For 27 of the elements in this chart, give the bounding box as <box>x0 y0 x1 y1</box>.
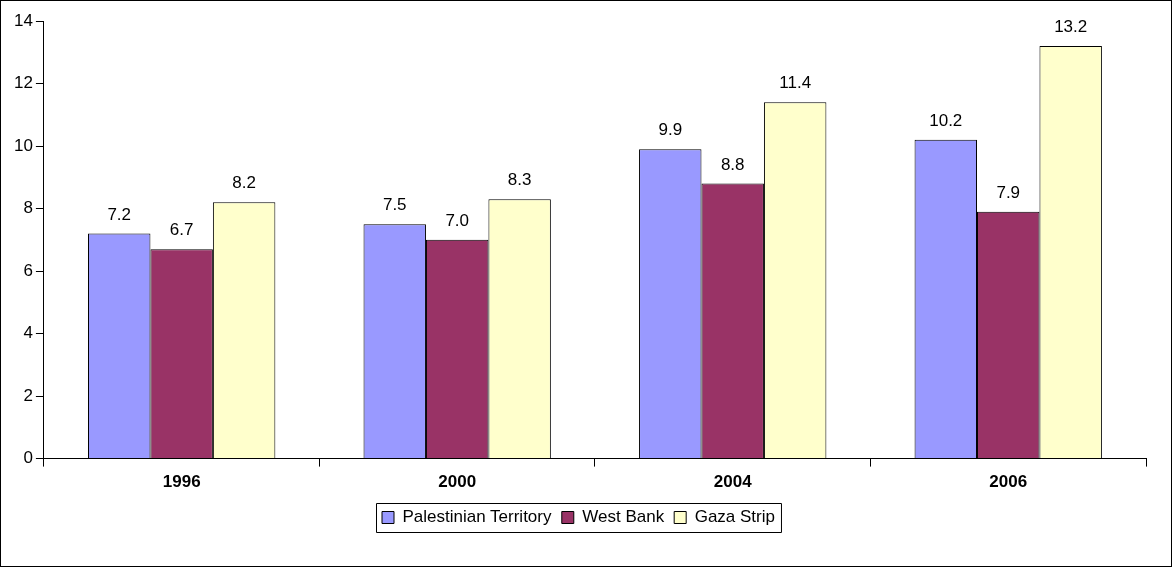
data-label: 13.2 <box>1054 17 1088 37</box>
x-tick-label: 2000 <box>438 472 477 492</box>
legend-label: Gaza Strip <box>694 507 775 527</box>
y-tick-label: 4 <box>23 323 33 343</box>
x-tick-label: 2006 <box>989 472 1028 492</box>
x-tick-label: 1996 <box>162 472 201 492</box>
data-label: 10.2 <box>929 110 963 130</box>
data-label: 8.2 <box>232 173 256 193</box>
data-label: 7.0 <box>445 210 470 230</box>
y-tick-label: 2 <box>23 385 33 405</box>
data-label: 7.9 <box>996 182 1021 202</box>
y-tick-label: 10 <box>13 135 33 155</box>
legend-label: West Bank <box>582 507 665 527</box>
y-tick-label: 8 <box>23 198 33 218</box>
y-tick-label: 0 <box>23 448 33 468</box>
y-tick-label: 14 <box>13 10 33 30</box>
data-label: 7.5 <box>382 195 407 215</box>
y-tick-label: 6 <box>23 260 33 280</box>
data-label: 8.8 <box>720 154 745 174</box>
y-tick-label: 12 <box>13 73 33 93</box>
data-label: 6.7 <box>169 220 194 240</box>
x-tick-label: 2004 <box>713 472 753 492</box>
data-label: 9.9 <box>658 120 683 140</box>
data-label: 11.4 <box>779 73 812 93</box>
data-label: 8.3 <box>507 170 532 190</box>
legend-label: Palestinian Territory <box>402 507 552 527</box>
data-label: 7.2 <box>107 204 132 224</box>
